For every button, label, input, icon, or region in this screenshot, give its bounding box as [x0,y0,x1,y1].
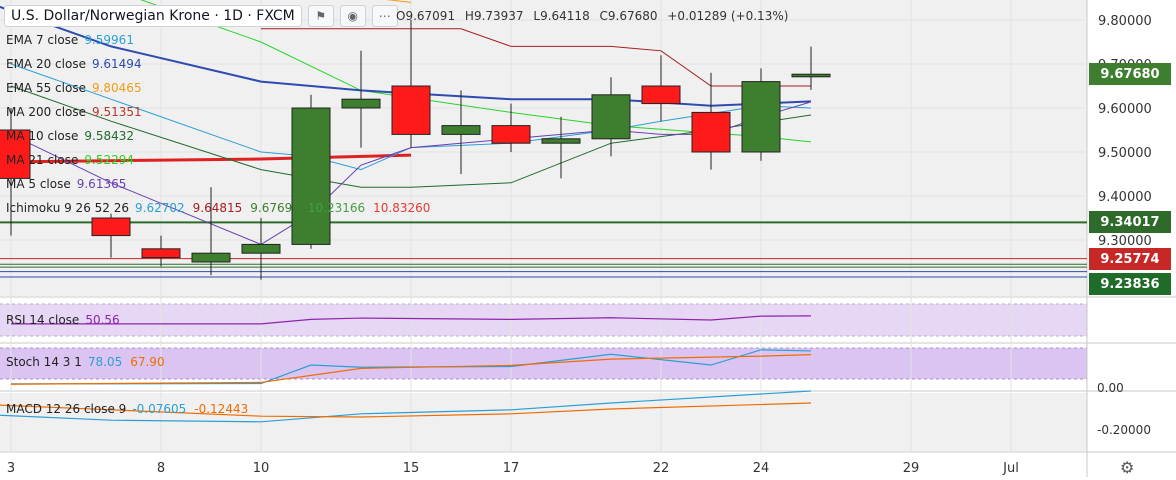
x-tick-label: 24 [753,461,770,476]
ohlc-close: 9.67680 [607,9,658,23]
candle [141,235,181,267]
candle-body [241,243,281,254]
symbol-title[interactable]: U.S. Dollar/Norwegian Krone · 1D · FXCM [4,5,302,27]
candle [741,68,781,161]
candle-body [291,107,331,245]
y-tick-label: 9.60000 [1098,102,1152,117]
stoch-axis-label: 0.00 [1097,381,1124,395]
candle-body [791,73,831,78]
time-axis-bg [0,451,1087,477]
candle-body [441,125,481,135]
legend-ma200[interactable]: MA 200 close 9.51351 [6,105,142,119]
candle-body [191,252,231,263]
ohlc-change: +0.01289 (+0.13%) [667,9,789,23]
y-tick-label: 9.50000 [1098,146,1152,161]
legend-ma10[interactable]: MA 10 close 9.58432 [6,129,134,143]
rsi-line [11,315,812,325]
ohlc-open-key: O [396,9,406,23]
legend-ma5[interactable]: MA 5 close 9.61365 [6,177,127,191]
x-tick-label: 29 [903,461,920,476]
x-tick-label: Jul [1002,461,1019,476]
last-price-tag: 9.67680 [1089,63,1171,85]
level-tag-2: 9.25774 [1089,248,1171,270]
candle-body [691,111,731,153]
flag-icon[interactable]: ⚑ [307,5,334,27]
legend-ema55[interactable]: EMA 55 close 9.80465 [6,81,142,95]
candle [391,20,431,148]
candle [441,90,481,174]
legend-stoch[interactable]: Stoch 14 3 1 78.05 67.90 [6,355,165,369]
x-tick-label: 10 [253,461,270,476]
gear-icon[interactable]: ⚙ [1120,458,1135,477]
legend-ichimoku[interactable]: Ichimoku 9 26 52 26 9.62702 9.64815 9.67690… [6,201,431,215]
candle [191,187,231,276]
candle-body [591,94,631,140]
candle-body [141,248,181,259]
macd-axis-label: -0.20000 [1097,423,1151,437]
candle-body [641,85,681,105]
eye-icon[interactable]: ◉ [339,5,366,27]
y-tick-label: 9.30000 [1098,234,1152,249]
candle [691,72,731,170]
macd-signal-line [0,402,812,418]
x-tick-label: 22 [653,461,670,476]
ohlc-high: 9.73937 [473,9,524,23]
candle-body [541,138,581,144]
candle-body [0,129,31,179]
candle-body [91,217,131,237]
candle [591,77,631,157]
stoch-k-line [10,349,812,385]
level-tag-1: 9.34017 [1089,211,1171,233]
more-icon[interactable]: ⋯ [371,5,398,27]
x-tick-label: 3 [7,461,15,476]
level-tag-3: 9.23836 [1089,273,1171,295]
candle-body [491,125,531,144]
candle-body [741,81,781,153]
macd-pane-bg [0,393,1087,451]
ohlc-low-key: L [533,9,541,23]
candle [791,46,831,90]
ma-line-ma-21 [140,0,812,143]
candle [641,55,681,122]
legend-ema7[interactable]: EMA 7 close 9.59961 [6,33,134,47]
x-tick-label: 15 [403,461,420,476]
candle [341,50,381,148]
ohlc-low: 9.64118 [540,9,590,23]
ma-line-ma-10 [10,85,812,188]
ohlc-readout: O9.67091 H9.73937 L9.64118 C9.67680 +0.0… [396,9,788,23]
chart-header: U.S. Dollar/Norwegian Krone · 1D · FXCM … [4,3,398,29]
ohlc-close-key: C [599,9,608,23]
candle [541,116,581,179]
ohlc-high-key: H [464,9,474,23]
ma-line-ma-200 [0,153,412,164]
candle-body [341,98,381,109]
stoch-d-line [10,354,812,385]
candle [491,103,531,152]
candle [241,218,281,280]
legend-rsi[interactable]: RSI 14 close 50.56 [6,313,120,327]
main-pane-bg [0,0,1087,296]
legend-macd[interactable]: MACD 12 26 close 9 -0.07605 -0.12443 [6,402,249,416]
y-tick-label: 9.80000 [1098,14,1152,29]
macd-line [0,390,812,423]
x-tick-label: 8 [157,461,165,476]
legend-ema20[interactable]: EMA 20 close 9.61494 [6,57,142,71]
candle-body [391,85,431,135]
candle [91,213,131,258]
ohlc-open: 9.67091 [405,9,456,23]
rsi-band [0,304,1087,336]
legend-ma21[interactable]: MA 21 close 9.52294 [6,153,134,167]
y-tick-label: 9.40000 [1098,190,1152,205]
x-tick-label: 17 [503,461,520,476]
candle [291,94,331,249]
candle [0,108,31,236]
